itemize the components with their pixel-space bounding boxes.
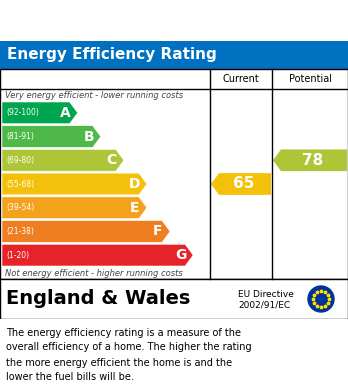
Polygon shape (211, 173, 271, 195)
Text: B: B (84, 129, 94, 143)
Polygon shape (273, 149, 347, 171)
Text: England & Wales: England & Wales (6, 289, 190, 308)
Bar (0, 319, 348, 391)
Text: F: F (153, 224, 163, 239)
Text: (81-91): (81-91) (6, 132, 34, 141)
Text: (21-38): (21-38) (6, 227, 34, 236)
Bar (0, 41, 348, 69)
Text: 78: 78 (302, 153, 324, 168)
Text: 65: 65 (233, 176, 255, 192)
Text: (1-20): (1-20) (6, 251, 29, 260)
Text: Not energy efficient - higher running costs: Not energy efficient - higher running co… (5, 269, 183, 278)
Text: (69-80): (69-80) (6, 156, 34, 165)
Text: the more energy efficient the home is and the: the more energy efficient the home is an… (6, 357, 232, 368)
Polygon shape (2, 173, 147, 195)
Bar (0, 69, 348, 279)
Text: Energy Efficiency Rating: Energy Efficiency Rating (7, 47, 217, 63)
Text: (39-54): (39-54) (6, 203, 34, 212)
Polygon shape (2, 126, 101, 147)
Text: EU Directive: EU Directive (238, 290, 294, 299)
Text: A: A (60, 106, 71, 120)
Bar (0, 279, 348, 319)
Text: Potential: Potential (288, 74, 332, 84)
Text: Current: Current (223, 74, 259, 84)
Text: lower the fuel bills will be.: lower the fuel bills will be. (6, 373, 134, 382)
Text: (55-68): (55-68) (6, 179, 34, 188)
Polygon shape (2, 197, 147, 219)
Text: (92-100): (92-100) (6, 108, 39, 117)
Text: Very energy efficient - lower running costs: Very energy efficient - lower running co… (5, 90, 183, 99)
Circle shape (308, 286, 334, 312)
Text: E: E (130, 201, 140, 215)
Text: D: D (129, 177, 141, 191)
Polygon shape (2, 221, 170, 242)
Text: 2002/91/EC: 2002/91/EC (238, 301, 290, 310)
Polygon shape (2, 149, 124, 171)
Text: G: G (175, 248, 187, 262)
Text: overall efficiency of a home. The higher the rating: overall efficiency of a home. The higher… (6, 343, 252, 353)
Polygon shape (2, 244, 193, 266)
Polygon shape (2, 102, 78, 124)
Text: The energy efficiency rating is a measure of the: The energy efficiency rating is a measur… (6, 328, 241, 337)
Text: C: C (107, 153, 117, 167)
